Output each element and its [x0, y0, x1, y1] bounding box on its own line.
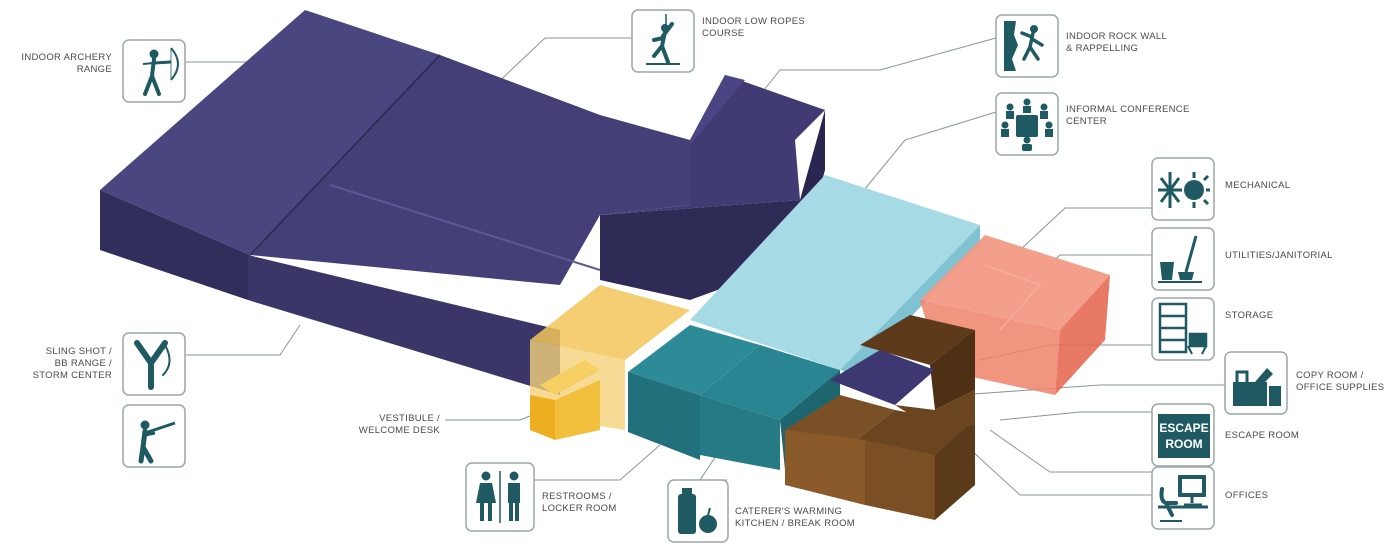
- rifle-shooter-icon: [138, 420, 176, 464]
- escape-icon-text-1: ESCAPE: [1159, 421, 1208, 435]
- label-mechanical: MECHANICAL: [1225, 180, 1291, 191]
- rockwall-icon-box: [995, 14, 1059, 78]
- salmon-block-mechanical: [920, 235, 1110, 395]
- copier-icon: [1233, 368, 1281, 406]
- desk-computer-icon: [1158, 475, 1208, 522]
- brown-block-offices: [785, 315, 975, 520]
- label-restrooms: RESTROOMS / LOCKER ROOM: [542, 491, 617, 514]
- label-slingshot: SLING SHOT / BB RANGE / STORM CENTER: [32, 346, 112, 381]
- restroom-icon: [476, 471, 520, 523]
- rifle-icon-box: [122, 404, 186, 468]
- slingshot-icon-box: [122, 332, 186, 396]
- meeting-icon: [1001, 98, 1053, 151]
- leader-lines: [186, 37, 1225, 496]
- copy-icon-box: [1224, 351, 1288, 415]
- shelving-icon: [1158, 302, 1208, 355]
- kitchen-icon: [678, 488, 717, 534]
- label-caterer: CATERER'S WARMING KITCHEN / BREAK ROOM: [735, 506, 856, 529]
- label-conference: INFORMAL CONFERENCE CENTER: [1066, 104, 1190, 127]
- label-utilities: UTILITIES/JANITORIAL: [1225, 250, 1333, 261]
- escape-icon-text-2: ROOM: [1165, 437, 1202, 451]
- label-archery: INDOOR ARCHERY RANGE: [21, 52, 112, 75]
- escape-icon-box: ESCAPE ROOM: [1151, 403, 1215, 467]
- archery-icon-box: [122, 39, 186, 103]
- archer-icon: [142, 47, 179, 96]
- climber-icon: [646, 14, 680, 65]
- caterer-icon-box: [667, 479, 729, 543]
- teal-block-restrooms: [628, 325, 840, 470]
- mop-bucket-icon: [1158, 235, 1202, 283]
- label-vestibule: VESTIBULE / WELCOME DESK: [358, 413, 440, 436]
- mechanical-icon-box: [1151, 157, 1215, 221]
- snowflake-sun-icon: [1158, 172, 1210, 208]
- label-storage: STORAGE: [1225, 310, 1274, 321]
- slingshot-icon: [134, 340, 171, 390]
- label-escape: ESCAPE ROOM: [1225, 430, 1300, 441]
- label-offices: OFFICES: [1225, 490, 1269, 501]
- storage-icon-box: [1151, 297, 1215, 361]
- yellow-block-vestibule: [530, 285, 690, 440]
- ropes-icon-box: [631, 9, 695, 73]
- label-ropes: INDOOR LOW ROPES COURSE: [702, 16, 805, 39]
- rock-wall-icon: [1004, 21, 1044, 71]
- label-copy: COPY ROOM / OFFICE SUPPLIES: [1296, 370, 1385, 393]
- label-rockwall: INDOOR ROCK WALL & RAPPELLING: [1066, 31, 1168, 54]
- restrooms-icon-box: [465, 462, 535, 532]
- utilities-icon-box: [1151, 227, 1215, 291]
- escape-room-icon: ESCAPE ROOM: [1158, 414, 1210, 458]
- offices-icon-box: [1151, 466, 1215, 530]
- conference-icon-box: [995, 92, 1059, 156]
